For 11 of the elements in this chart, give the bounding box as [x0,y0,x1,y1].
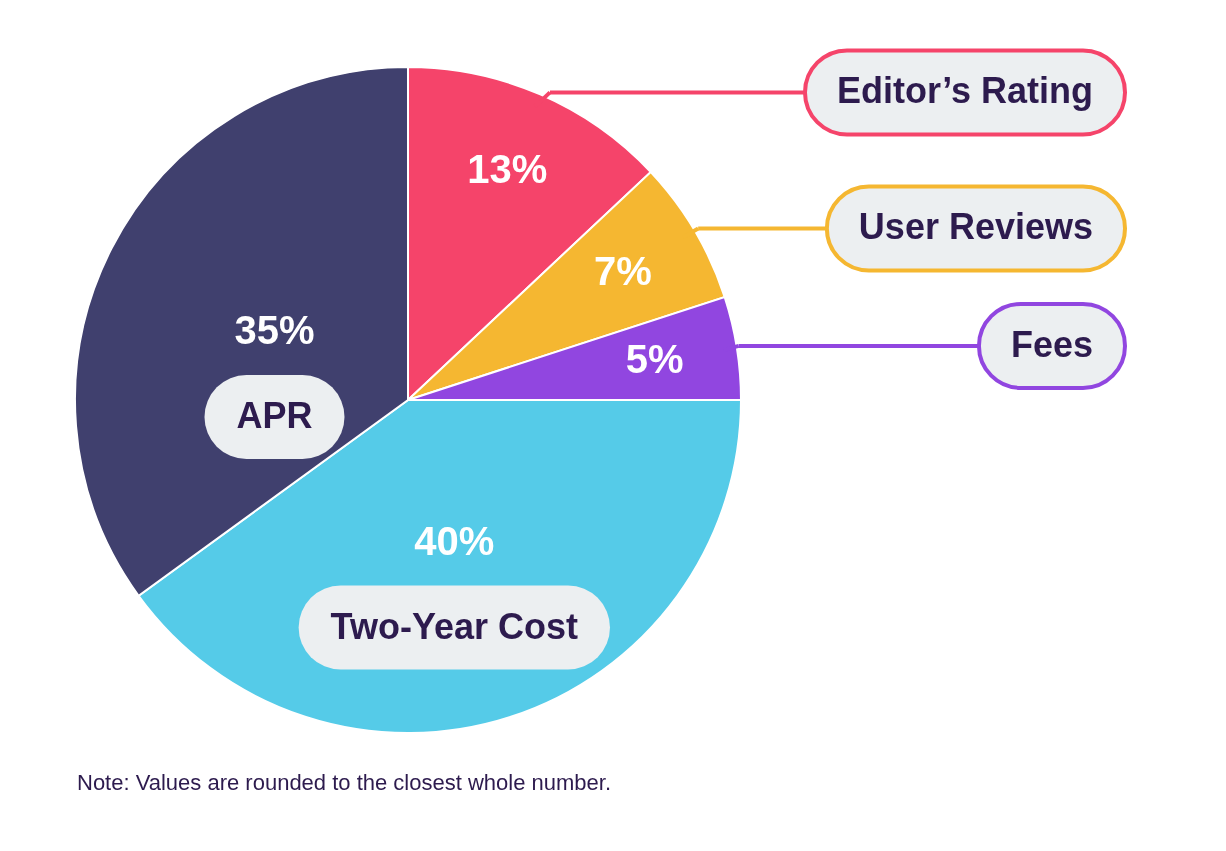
data-label: 7% [594,248,652,293]
slice-label: APR [236,394,313,436]
data-label: 35% [234,307,315,352]
slice-label: Fees [1010,323,1093,365]
data-label: 13% [467,146,548,191]
data-label: 40% [414,518,495,563]
text: Note: Values are rounded to the closest whole number. [77,770,612,795]
slice-label: Editor’s Rating [836,70,1093,112]
slice-label: Two-Year Cost [330,605,578,647]
data-label: 5% [625,336,684,381]
slice-label: User Reviews [858,206,1093,248]
